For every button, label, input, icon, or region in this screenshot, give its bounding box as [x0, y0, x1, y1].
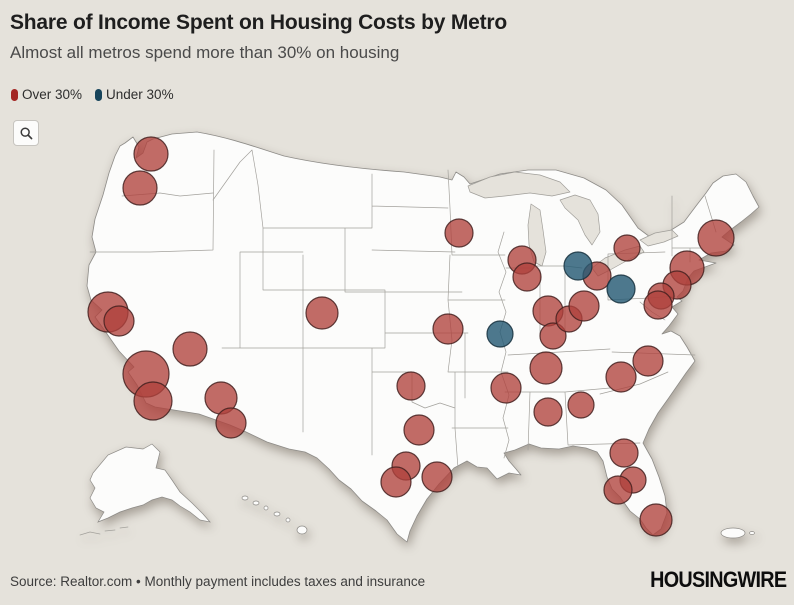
metro-circle[interactable]	[563, 251, 593, 281]
metro-circle[interactable]	[643, 290, 673, 320]
metro-circle[interactable]	[613, 234, 641, 262]
map-zoom-button[interactable]	[13, 120, 39, 146]
metro-circle[interactable]	[396, 371, 426, 401]
metro-circle[interactable]	[529, 351, 563, 385]
metro-circle[interactable]	[133, 381, 173, 421]
lake-huron	[559, 194, 601, 246]
metro-circle[interactable]	[103, 305, 135, 337]
legend-label: Over 30%	[22, 87, 83, 102]
hawaii	[241, 495, 308, 535]
metro-circle[interactable]	[444, 218, 474, 248]
legend-swatch	[95, 88, 103, 101]
metro-circle[interactable]	[539, 322, 567, 350]
metro-circle[interactable]	[133, 136, 169, 172]
metro-circle[interactable]	[172, 331, 208, 367]
puerto-rico	[720, 527, 755, 539]
metro-circle[interactable]	[215, 407, 247, 439]
metro-circle[interactable]	[421, 461, 453, 493]
lake-ontario	[639, 229, 679, 247]
metro-circle[interactable]	[403, 414, 435, 446]
metro-circle[interactable]	[606, 274, 636, 304]
page-title: Share of Income Spent on Housing Costs b…	[10, 11, 507, 34]
metro-circle[interactable]	[486, 320, 514, 348]
legend-swatch	[11, 88, 18, 101]
metro-circle[interactable]	[490, 372, 522, 404]
metro-circles	[87, 136, 735, 537]
alaska	[89, 443, 211, 523]
metro-circle[interactable]	[568, 290, 600, 322]
metro-circle[interactable]	[512, 262, 542, 292]
lake-superior	[467, 171, 571, 199]
metro-circle[interactable]	[305, 296, 339, 330]
header: Share of Income Spent on Housing Costs b…	[10, 10, 784, 63]
aleutian-islands	[79, 526, 129, 536]
page-subtitle: Almost all metros spend more than 30% on…	[10, 43, 400, 63]
metro-circle[interactable]	[697, 219, 735, 257]
metro-circle[interactable]	[605, 361, 637, 393]
legend: Over 30% Under 30%	[11, 87, 174, 102]
housingwire-logo: HOUSINGWIRE	[649, 567, 787, 592]
legend-item[interactable]: Under 30%	[95, 87, 174, 102]
magnifier-icon	[19, 126, 34, 141]
metro-circle[interactable]	[639, 503, 673, 537]
metro-circle[interactable]	[432, 313, 464, 345]
metro-circle[interactable]	[609, 438, 639, 468]
metro-circle[interactable]	[380, 466, 412, 498]
legend-item[interactable]: Over 30%	[11, 87, 82, 102]
metro-circle[interactable]	[533, 397, 563, 427]
metro-circle[interactable]	[567, 391, 595, 419]
metro-circle[interactable]	[122, 170, 158, 206]
source-note: Source: Realtor.com • Monthly payment in…	[10, 574, 426, 589]
metro-circle[interactable]	[603, 475, 633, 505]
legend-label: Under 30%	[106, 87, 174, 102]
metro-circle[interactable]	[632, 345, 664, 377]
